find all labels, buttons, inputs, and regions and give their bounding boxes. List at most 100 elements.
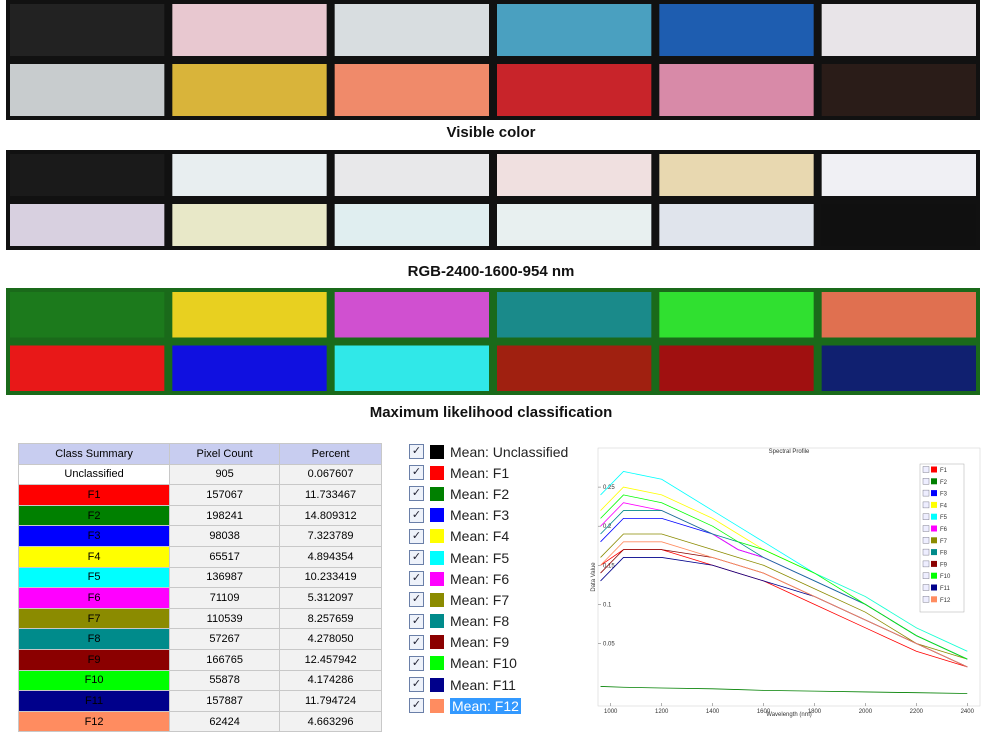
- class-cell: F8: [19, 629, 170, 650]
- class-item[interactable]: ✓Mean: Unclassified: [395, 441, 585, 462]
- class-cell: F3: [19, 526, 170, 547]
- y-axis-label: Data Value: [591, 562, 597, 592]
- image-patch: [10, 64, 164, 116]
- legend-swatch: [931, 596, 937, 602]
- legend-label: F8: [940, 551, 948, 557]
- x-tick-label: 2400: [961, 709, 975, 715]
- value-cell: 98038: [170, 526, 280, 547]
- legend-swatch: [931, 573, 937, 579]
- checkbox[interactable]: ✓: [409, 677, 424, 692]
- color-swatch: [430, 487, 444, 501]
- class-label: Mean: F4: [450, 528, 509, 544]
- class-item[interactable]: ✓ Mean: F10: [395, 653, 585, 674]
- color-swatch: [430, 678, 444, 692]
- legend-label: F11: [940, 586, 951, 592]
- checkbox[interactable]: ✓: [409, 614, 424, 629]
- legend-label: F3: [940, 492, 948, 498]
- legend-check: [923, 502, 929, 508]
- image-patch: [822, 204, 976, 246]
- legend-swatch: [931, 478, 937, 484]
- image-patch: [172, 4, 326, 56]
- image-patch: [335, 64, 489, 116]
- image-patch: [822, 292, 976, 338]
- checkbox[interactable]: ✓: [409, 550, 424, 565]
- image-patch: [659, 204, 813, 246]
- class-cell: F5: [19, 567, 170, 588]
- color-swatch: [430, 635, 444, 649]
- checkbox[interactable]: ✓: [409, 592, 424, 607]
- legend-check: [923, 561, 929, 567]
- value-cell: 4.278050: [280, 629, 382, 650]
- legend-label: F7: [940, 539, 948, 545]
- legend-swatch: [931, 549, 937, 555]
- checkbox[interactable]: ✓: [409, 508, 424, 523]
- value-cell: 7.323789: [280, 526, 382, 547]
- x-tick-label: 1800: [808, 709, 822, 715]
- image-patch: [335, 204, 489, 246]
- class-item[interactable]: ✓Mean: F1: [395, 462, 585, 483]
- checkbox[interactable]: ✓: [409, 571, 424, 586]
- checkbox[interactable]: ✓: [409, 698, 424, 713]
- class-label: Mean: F2: [450, 486, 509, 502]
- class-label: Mean: F10: [450, 655, 517, 671]
- image-patch: [10, 346, 164, 392]
- class-cell: F9: [19, 649, 170, 670]
- value-cell: 57267: [170, 629, 280, 650]
- image-strip: [6, 150, 980, 250]
- image-patch: [659, 4, 813, 56]
- image-patch: [497, 292, 651, 338]
- page: Visible color RGB-2400-1600-954 nm Maxim…: [0, 0, 982, 720]
- class-label: Mean: F9: [450, 634, 509, 650]
- image-patch: [335, 154, 489, 196]
- class-label: Mean: F6: [450, 571, 509, 587]
- class-cell: Unclassified: [19, 464, 170, 485]
- image-patch: [335, 292, 489, 338]
- checkbox[interactable]: ✓: [409, 486, 424, 501]
- x-tick-label: 1600: [757, 709, 771, 715]
- checkbox[interactable]: ✓: [409, 635, 424, 650]
- color-swatch: [430, 508, 444, 522]
- header-cell: Percent: [280, 444, 382, 465]
- legend-swatch: [931, 561, 937, 567]
- caption: Visible color: [0, 124, 982, 141]
- class-cell: F7: [19, 608, 170, 629]
- value-cell: 157067: [170, 485, 280, 506]
- class-item[interactable]: ✓ Mean: F9: [395, 632, 585, 653]
- header-cell: Class Summary: [19, 444, 170, 465]
- class-item[interactable]: ✓Mean: F3: [395, 505, 585, 526]
- checkbox[interactable]: ✓: [409, 465, 424, 480]
- legend-label: F6: [940, 527, 948, 533]
- image-patch: [172, 292, 326, 338]
- class-item[interactable]: ✓Mean: F5: [395, 547, 585, 568]
- image-patch: [172, 346, 326, 392]
- image-patch: [172, 204, 326, 246]
- class-item[interactable]: ✓Mean: F12: [395, 695, 585, 716]
- checkbox[interactable]: ✓: [409, 444, 424, 459]
- image-patch: [497, 64, 651, 116]
- x-axis-label: Wavelength (nm): [766, 712, 811, 718]
- class-item[interactable]: ✓Mean: F7: [395, 589, 585, 610]
- image-patch: [497, 4, 651, 56]
- checkbox[interactable]: ✓: [409, 529, 424, 544]
- image-patch: [659, 154, 813, 196]
- class-item[interactable]: ✓Mean: F11: [395, 674, 585, 695]
- class-item[interactable]: ✓ Mean: F6: [395, 568, 585, 589]
- class-item[interactable]: ✓Mean: F8: [395, 611, 585, 632]
- color-swatch: [430, 551, 444, 565]
- image-patch: [659, 346, 813, 392]
- class-item[interactable]: ✓ Mean: F4: [395, 526, 585, 547]
- image-patch: [10, 4, 164, 56]
- legend-label: F9: [940, 562, 948, 568]
- value-cell: 0.067607: [280, 464, 382, 485]
- class-item[interactable]: ✓ Mean: F2: [395, 483, 585, 504]
- header-cell: Pixel Count: [170, 444, 280, 465]
- checkbox[interactable]: ✓: [409, 656, 424, 671]
- image-patch: [10, 204, 164, 246]
